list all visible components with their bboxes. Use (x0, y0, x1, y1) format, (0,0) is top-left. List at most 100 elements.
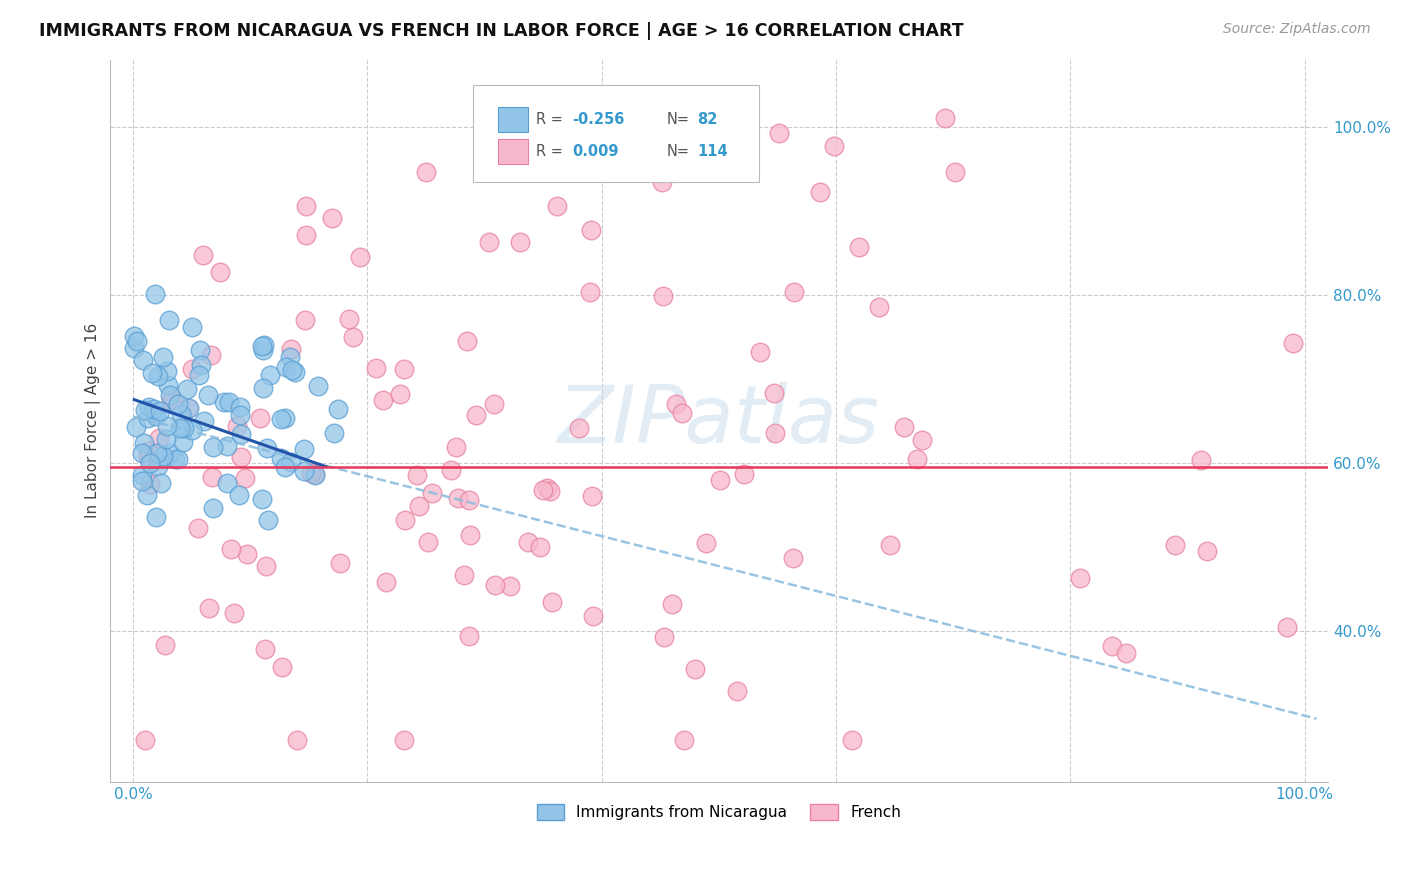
Point (661, 598, 683, 612)
Point (138, 411, 160, 425)
Point (148, 368, 170, 383)
Point (131, 474, 153, 488)
Point (499, 579, 522, 593)
Point (509, 235, 531, 249)
Point (943, 165, 966, 179)
Text: R =: R = (536, 144, 568, 159)
Point (191, 248, 214, 262)
Point (782, 551, 804, 566)
Point (163, 451, 186, 466)
Point (1197, 544, 1219, 558)
Point (458, 528, 481, 542)
Point (229, 408, 252, 422)
Point (156, 418, 179, 433)
Point (149, 475, 172, 490)
Point (139, 476, 162, 491)
Point (276, 359, 298, 374)
Point (304, 467, 326, 482)
Point (233, 471, 256, 485)
Point (148, 431, 170, 445)
Point (652, 289, 675, 303)
Point (578, 285, 600, 300)
Text: N=: N= (666, 112, 689, 127)
Point (671, 406, 693, 420)
Text: 82: 82 (697, 112, 717, 127)
Point (259, 368, 281, 383)
Point (270, 451, 292, 466)
Point (783, 285, 806, 300)
Point (1282, 336, 1305, 351)
Point (536, 481, 558, 495)
Point (250, 492, 273, 507)
Point (292, 442, 315, 456)
Point (256, 512, 278, 526)
Point (159, 388, 181, 402)
Point (155, 432, 177, 446)
Text: N=: N= (666, 144, 689, 159)
Point (253, 641, 276, 656)
Point (484, 578, 506, 592)
Point (408, 500, 430, 514)
Point (197, 601, 219, 615)
Text: 0.009: 0.009 (572, 144, 619, 159)
Point (444, 441, 467, 455)
Point (252, 343, 274, 358)
Point (250, 339, 273, 353)
Point (145, 509, 167, 524)
Point (541, 595, 564, 609)
Point (228, 487, 250, 501)
Point (134, 436, 156, 450)
Point (252, 381, 274, 395)
Point (218, 394, 240, 409)
Point (582, 608, 605, 623)
Point (440, 463, 463, 477)
Point (420, 486, 443, 500)
Point (292, 464, 315, 478)
Point (392, 361, 415, 376)
Point (270, 412, 292, 426)
Point (763, 425, 786, 440)
Point (546, 199, 568, 213)
Point (159, 446, 181, 460)
Point (478, 235, 501, 249)
Point (465, 409, 488, 423)
Point (200, 348, 222, 362)
Point (134, 403, 156, 417)
Point (131, 467, 153, 482)
Point (374, 574, 396, 589)
Point (152, 351, 174, 365)
Point (583, 112, 606, 126)
Point (254, 559, 277, 574)
Point (371, 393, 394, 408)
Point (176, 382, 198, 396)
Point (295, 227, 318, 242)
Point (143, 401, 166, 416)
Point (329, 556, 352, 570)
Point (1164, 538, 1187, 552)
Point (162, 392, 184, 406)
Point (156, 378, 179, 392)
FancyBboxPatch shape (472, 85, 759, 182)
Point (169, 421, 191, 435)
Point (177, 401, 200, 416)
Point (141, 367, 163, 381)
Point (907, 451, 929, 466)
Point (160, 392, 183, 407)
Point (217, 475, 239, 490)
Point (418, 534, 440, 549)
Text: Source: ZipAtlas.com: Source: ZipAtlas.com (1223, 22, 1371, 37)
Point (249, 410, 271, 425)
Point (538, 484, 561, 499)
Point (274, 460, 297, 475)
Point (652, 630, 675, 644)
Point (172, 435, 194, 450)
Point (307, 379, 329, 393)
Point (280, 455, 302, 469)
Point (202, 500, 225, 515)
Point (394, 513, 416, 527)
Point (180, 320, 202, 334)
Point (181, 423, 204, 437)
Point (278, 350, 301, 364)
Point (253, 337, 276, 351)
Point (122, 341, 145, 355)
